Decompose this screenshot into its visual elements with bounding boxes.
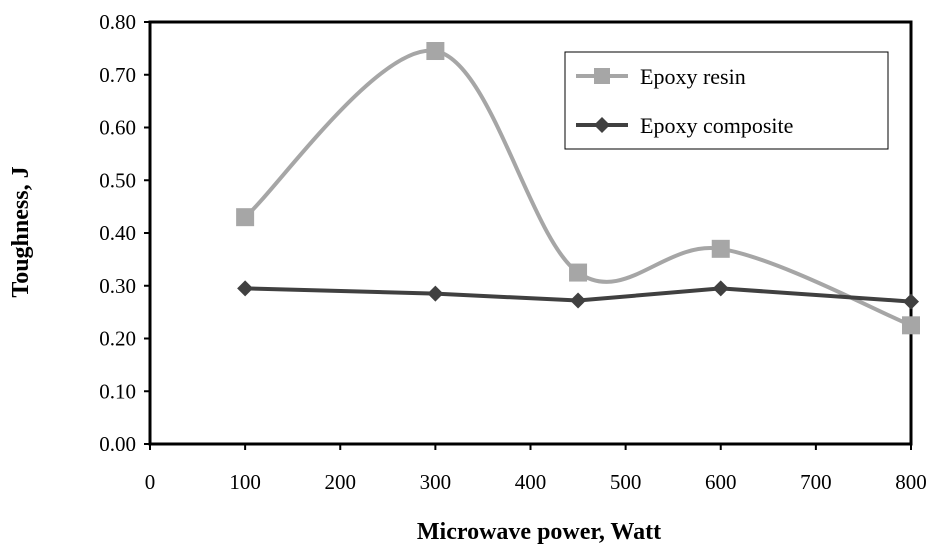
- legend-marker-epoxy-resin: [594, 68, 610, 84]
- data-point-epoxy-resin: [711, 239, 730, 258]
- x-tick-label: 400: [515, 470, 547, 494]
- data-point-epoxy-composite: [903, 293, 919, 310]
- legend-label-epoxy-composite: Epoxy composite: [640, 113, 793, 138]
- x-tick-label: 800: [895, 470, 927, 494]
- data-point-epoxy-composite: [712, 280, 729, 297]
- y-tick-label: 0.50: [99, 168, 136, 192]
- y-tick-label: 0.30: [99, 274, 136, 298]
- legend: Epoxy resin Epoxy composite: [564, 51, 889, 150]
- x-tick-label: 600: [705, 470, 737, 494]
- y-tick-label: 0.70: [99, 63, 136, 87]
- x-axis-title: Microwave power, Watt: [417, 519, 661, 545]
- data-point-epoxy-resin: [426, 42, 445, 61]
- x-axis-ticks: 0 100 200 300 400 500 600 700 800: [145, 444, 927, 494]
- y-tick-label: 0.80: [99, 10, 136, 34]
- data-point-epoxy-composite: [237, 280, 254, 297]
- y-tick-label: 0.20: [99, 327, 136, 351]
- x-tick-label: 300: [420, 470, 452, 494]
- y-axis-title: Toughness, J: [8, 166, 34, 297]
- data-point-epoxy-resin: [236, 208, 255, 227]
- y-tick-label: 0.60: [99, 116, 136, 140]
- y-tick-label: 0.40: [99, 221, 136, 245]
- series-layer: [236, 42, 920, 335]
- y-tick-label: 0.10: [99, 379, 136, 403]
- y-axis-ticks: 0.00 0.10 0.20 0.30 0.40 0.50 0.60 0.70 0.80: [99, 10, 150, 456]
- x-tick-label: 700: [800, 470, 832, 494]
- data-point-epoxy-resin: [569, 263, 588, 282]
- legend-label-epoxy-resin: Epoxy resin: [640, 64, 746, 89]
- y-tick-label: 0.00: [99, 432, 136, 456]
- data-point-epoxy-composite: [570, 292, 587, 309]
- x-tick-label: 100: [229, 470, 261, 494]
- legend-box: [564, 51, 889, 150]
- data-point-epoxy-composite: [427, 285, 444, 302]
- x-tick-label: 0: [145, 470, 156, 494]
- data-point-epoxy-resin: [902, 316, 920, 335]
- legend-marker-epoxy-composite: [594, 117, 610, 133]
- x-tick-label: 200: [325, 470, 357, 494]
- x-tick-label: 500: [610, 470, 642, 494]
- series-line-epoxy-resin: [243, 48, 912, 328]
